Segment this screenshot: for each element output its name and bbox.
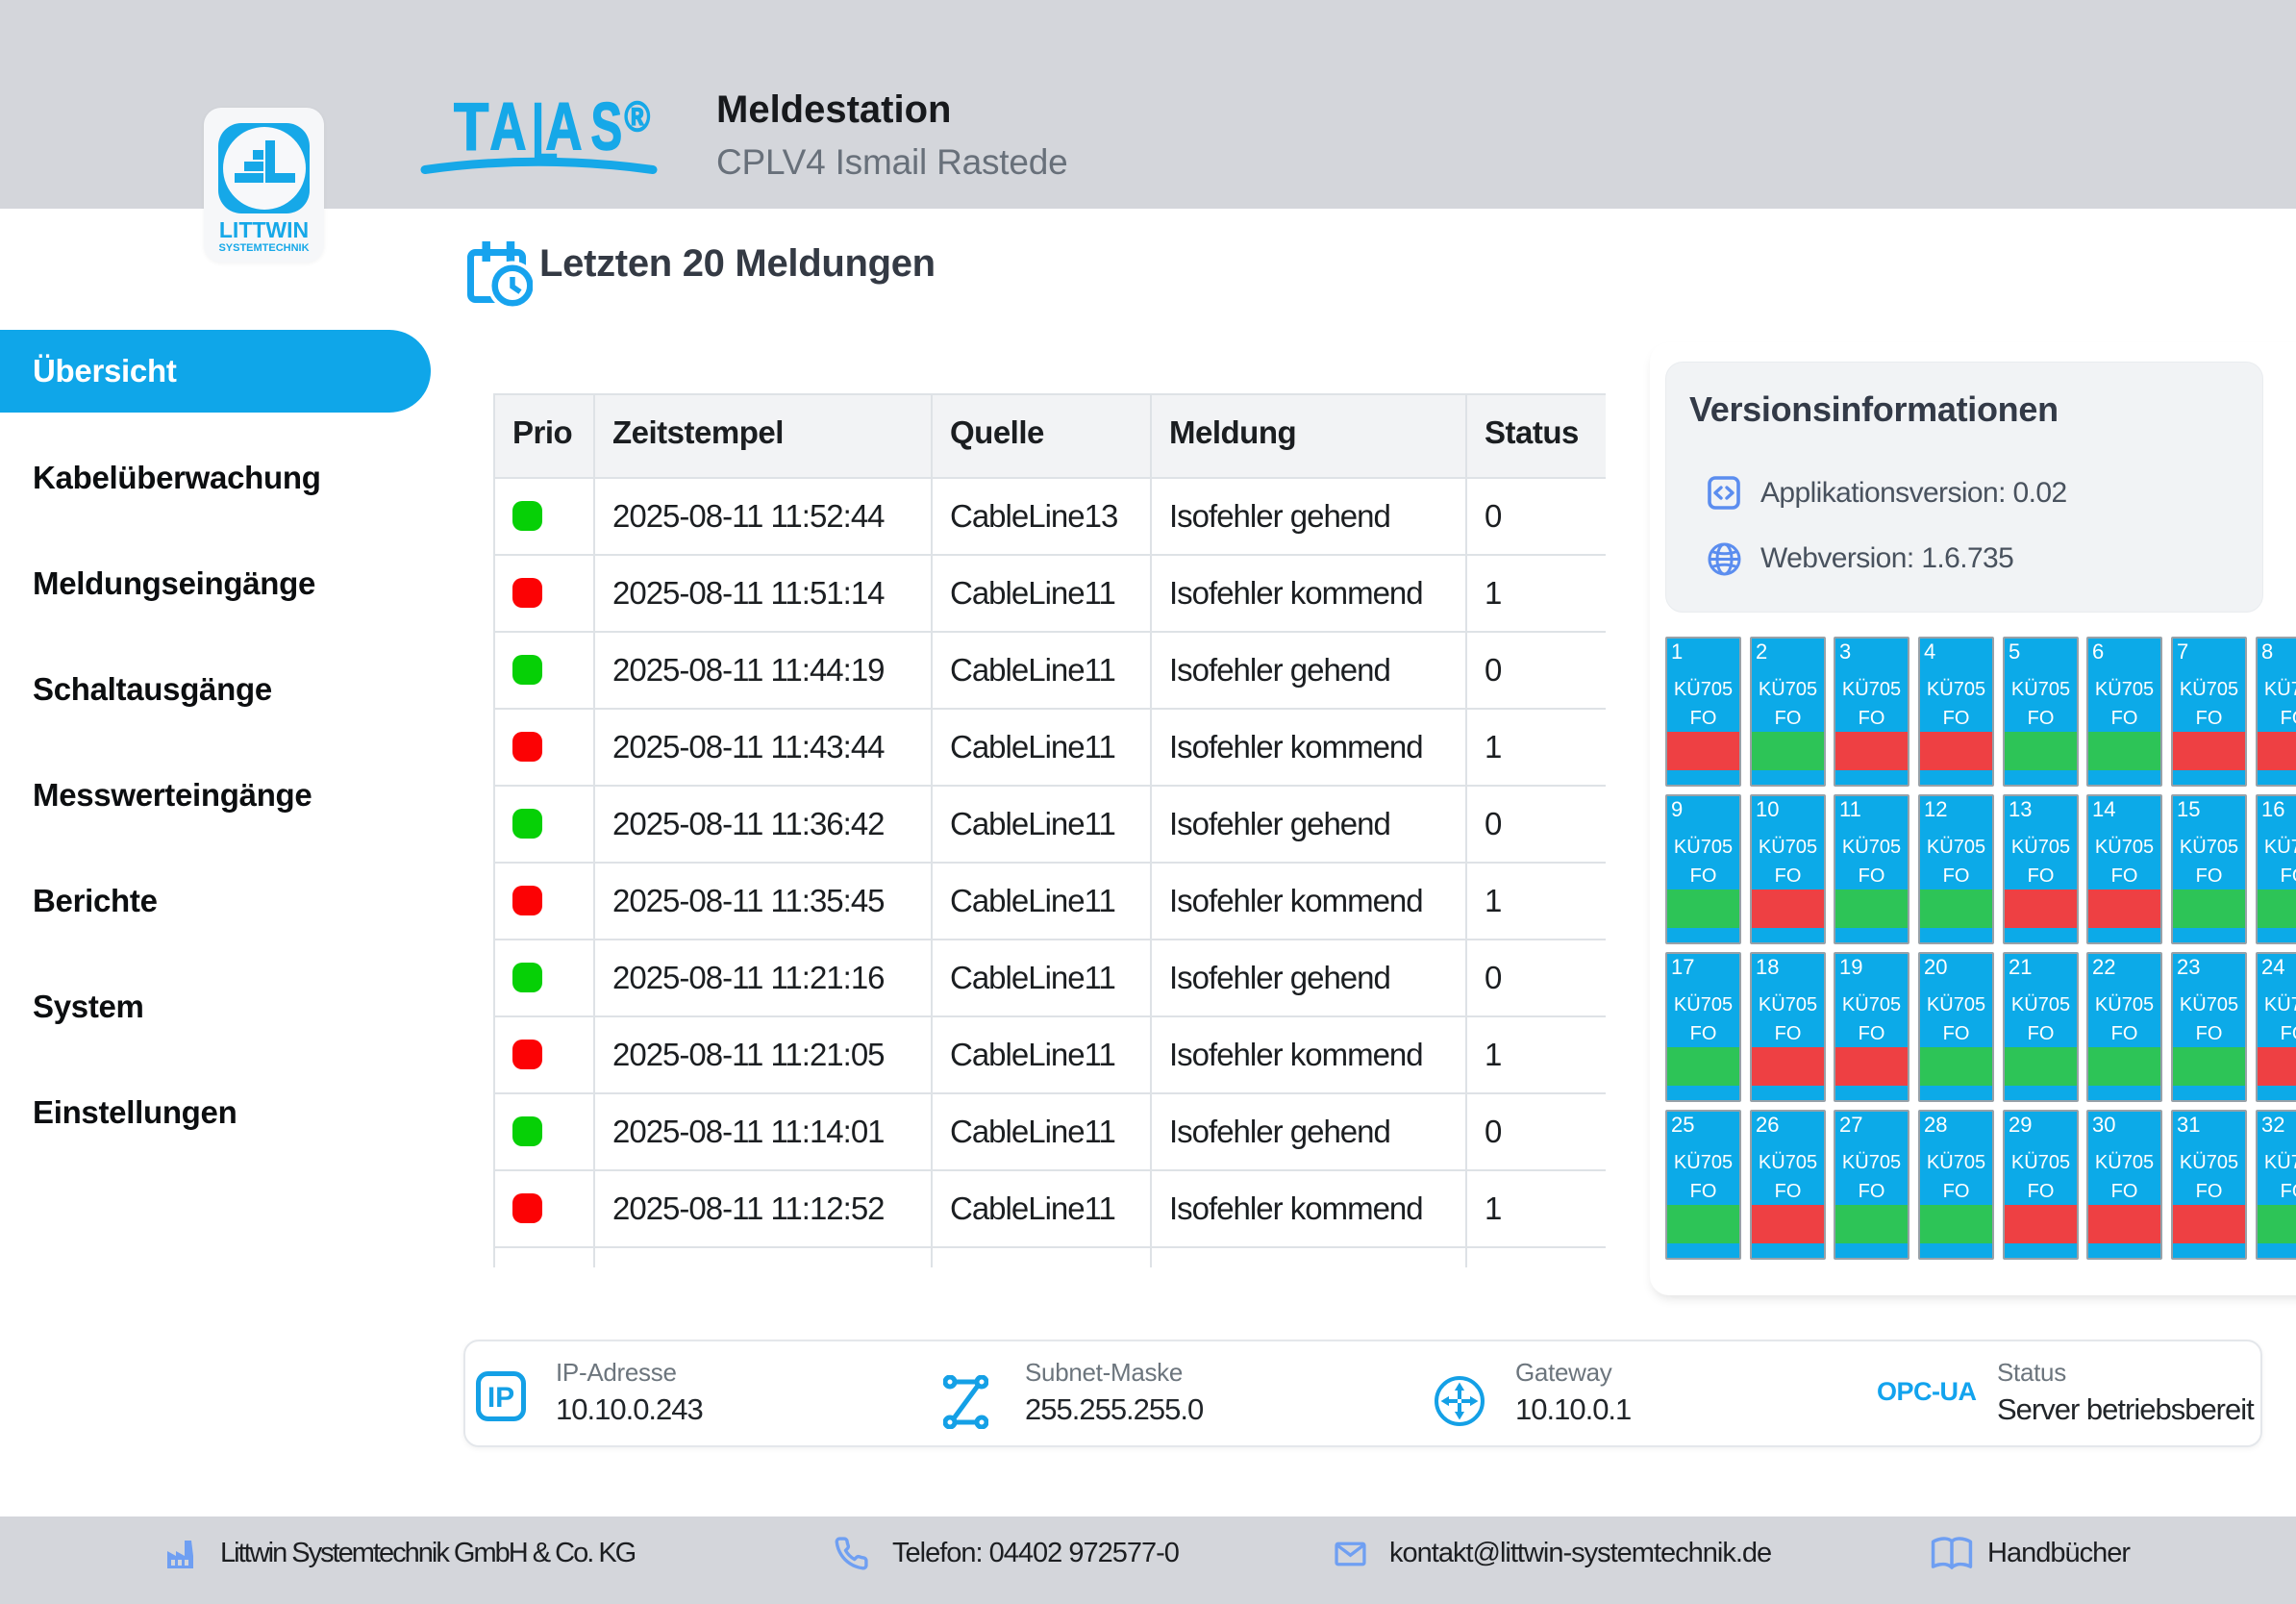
svg-text:IP: IP — [487, 1382, 514, 1414]
svg-text:A: A — [490, 100, 527, 164]
svg-text:A: A — [546, 100, 583, 164]
svg-text:S: S — [591, 100, 623, 163]
svg-text:T: T — [454, 100, 488, 163]
svg-text:®: ® — [625, 100, 651, 140]
svg-text:L: L — [533, 100, 559, 182]
